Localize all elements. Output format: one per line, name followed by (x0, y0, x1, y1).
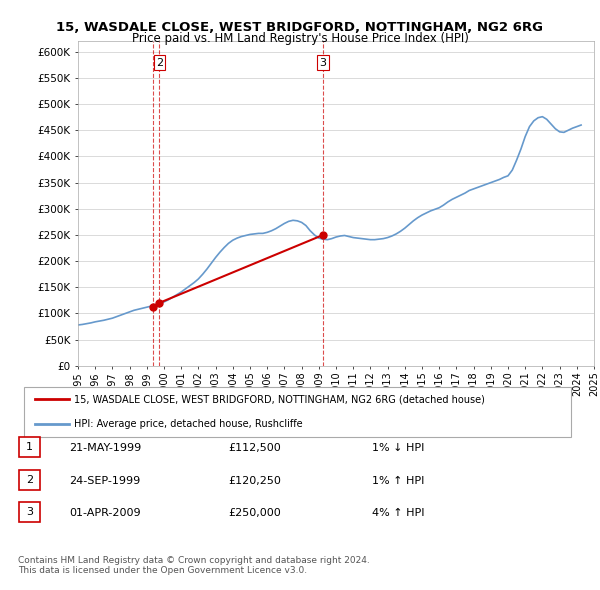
Text: 3: 3 (320, 58, 326, 67)
Text: HPI: Average price, detached house, Rushcliffe: HPI: Average price, detached house, Rush… (74, 419, 303, 429)
Text: Contains HM Land Registry data © Crown copyright and database right 2024.
This d: Contains HM Land Registry data © Crown c… (18, 556, 370, 575)
FancyBboxPatch shape (19, 470, 40, 490)
Text: 4% ↑ HPI: 4% ↑ HPI (372, 509, 425, 518)
Text: 1% ↑ HPI: 1% ↑ HPI (372, 476, 424, 486)
Text: 01-APR-2009: 01-APR-2009 (69, 509, 140, 518)
Text: 1: 1 (26, 442, 33, 452)
Text: 3: 3 (26, 507, 33, 517)
Text: 2: 2 (156, 58, 163, 67)
FancyBboxPatch shape (19, 437, 40, 457)
Text: £250,000: £250,000 (228, 509, 281, 518)
Text: 15, WASDALE CLOSE, WEST BRIDGFORD, NOTTINGHAM, NG2 6RG (detached house): 15, WASDALE CLOSE, WEST BRIDGFORD, NOTTI… (74, 394, 485, 404)
Text: 24-SEP-1999: 24-SEP-1999 (69, 476, 140, 486)
Text: 1% ↓ HPI: 1% ↓ HPI (372, 444, 424, 453)
FancyBboxPatch shape (23, 388, 571, 437)
FancyBboxPatch shape (19, 502, 40, 522)
Text: 21-MAY-1999: 21-MAY-1999 (69, 444, 141, 453)
Text: 15, WASDALE CLOSE, WEST BRIDGFORD, NOTTINGHAM, NG2 6RG: 15, WASDALE CLOSE, WEST BRIDGFORD, NOTTI… (56, 21, 544, 34)
Text: £112,500: £112,500 (228, 444, 281, 453)
Text: £120,250: £120,250 (228, 476, 281, 486)
Text: Price paid vs. HM Land Registry's House Price Index (HPI): Price paid vs. HM Land Registry's House … (131, 32, 469, 45)
Text: 2: 2 (26, 475, 33, 484)
